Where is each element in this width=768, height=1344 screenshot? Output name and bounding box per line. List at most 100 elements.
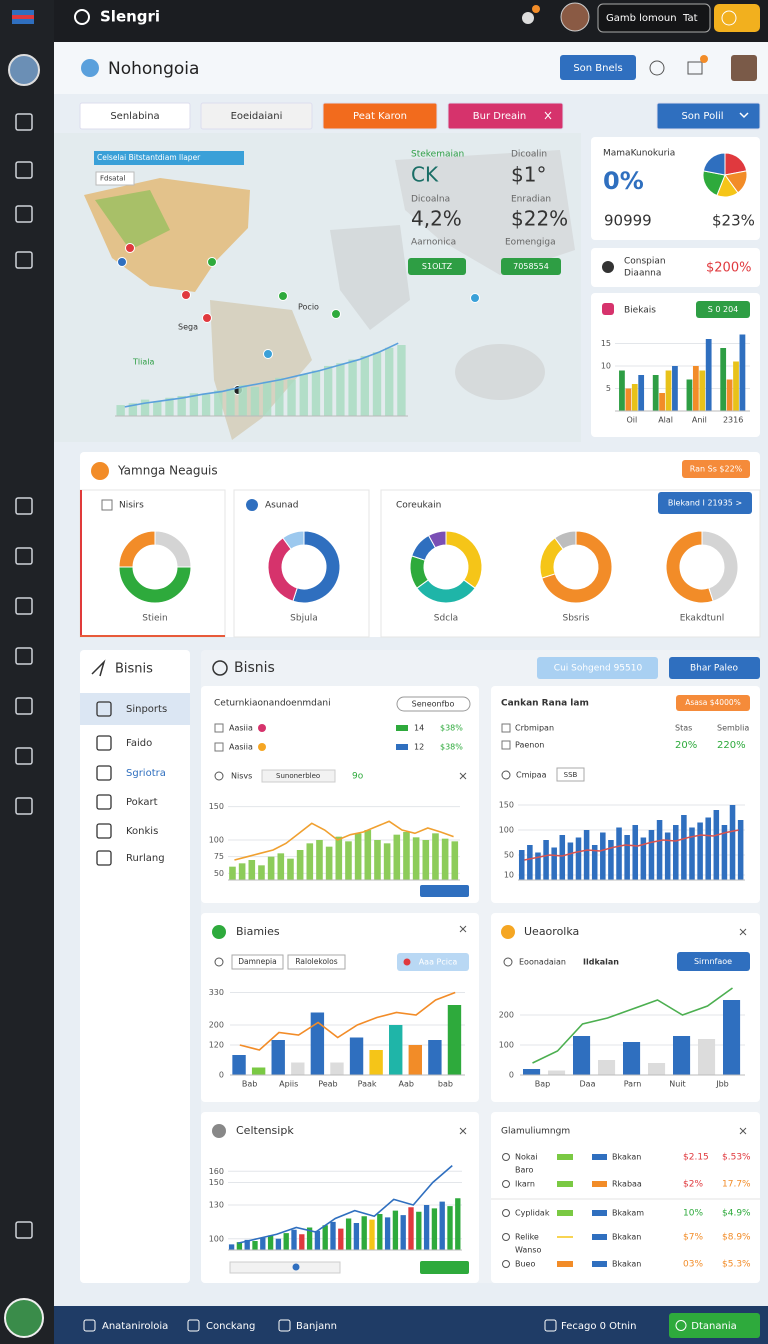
button[interactable] xyxy=(560,55,636,80)
badge-label: S 0 204 xyxy=(708,305,739,314)
line xyxy=(237,1165,453,1245)
nav-icon[interactable] xyxy=(15,547,33,565)
button[interactable] xyxy=(677,952,750,971)
nav-icon[interactable] xyxy=(15,205,33,223)
nav-icon[interactable] xyxy=(15,1221,33,1239)
nav-icon[interactable] xyxy=(15,797,33,815)
button[interactable] xyxy=(669,1313,760,1338)
y-tick-label: 100 xyxy=(209,1234,224,1243)
bar xyxy=(336,363,345,416)
y-tick-label: 330 xyxy=(209,988,224,997)
nav-icon[interactable] xyxy=(15,597,33,615)
nav-icon[interactable] xyxy=(15,497,33,515)
bar xyxy=(201,394,211,416)
pill-label: Seneonfbo xyxy=(412,700,455,709)
nav-item[interactable]: Sinports xyxy=(126,704,167,715)
button[interactable] xyxy=(537,657,658,679)
tab[interactable] xyxy=(447,102,564,130)
row-percent: $4.9% xyxy=(722,1209,751,1219)
bar xyxy=(591,845,598,880)
legend-bar xyxy=(557,1181,573,1187)
landmass xyxy=(395,150,575,275)
slice xyxy=(665,530,714,604)
y-tick-label: 150 xyxy=(209,802,224,811)
bottombar xyxy=(54,1306,768,1344)
bottom-item[interactable]: Conckang xyxy=(206,1321,255,1332)
button[interactable] xyxy=(397,953,469,971)
nav-item[interactable]: Faido xyxy=(126,738,152,749)
bar xyxy=(451,841,459,880)
nav-icon[interactable] xyxy=(15,161,33,179)
row-percent: 17.7% xyxy=(722,1180,751,1190)
bar xyxy=(267,1235,274,1250)
bar xyxy=(369,1219,375,1250)
filter-label: Fdsatal xyxy=(100,175,125,183)
bar xyxy=(422,840,430,880)
button[interactable] xyxy=(669,657,760,679)
pill[interactable] xyxy=(287,954,346,970)
nav-icon[interactable] xyxy=(15,697,33,715)
close-icon xyxy=(459,1127,467,1135)
bar xyxy=(232,1055,246,1075)
tab[interactable] xyxy=(322,102,438,130)
card xyxy=(201,1112,479,1283)
bar xyxy=(384,1217,391,1250)
tab-label: Eoeidaiani xyxy=(231,111,283,122)
bar xyxy=(567,842,574,880)
tab[interactable] xyxy=(656,102,761,130)
bar xyxy=(431,1208,438,1250)
icon xyxy=(502,1209,510,1217)
nav-item[interactable]: Rurlang xyxy=(126,853,165,864)
stat-label: Dicoalin xyxy=(511,150,547,160)
bottom-item[interactable]: Fecago 0 Otnin xyxy=(561,1321,636,1332)
line xyxy=(234,820,454,861)
pill[interactable] xyxy=(396,696,471,712)
tab[interactable] xyxy=(79,102,191,130)
nav-icon xyxy=(96,823,112,839)
icon xyxy=(214,771,224,781)
button[interactable] xyxy=(420,885,469,897)
pill-label: Damnepia xyxy=(238,957,277,966)
nav-icon xyxy=(96,701,112,717)
row-percent: $5.3% xyxy=(722,1260,751,1270)
nav-icon[interactable] xyxy=(15,747,33,765)
account-button[interactable] xyxy=(597,3,711,33)
bottom-item[interactable]: Anataniroloia xyxy=(102,1321,168,1332)
avatar xyxy=(731,55,757,81)
filter-count: 9o xyxy=(352,772,364,782)
button[interactable] xyxy=(658,492,752,514)
button[interactable] xyxy=(420,1261,469,1274)
nav-item[interactable]: Konkis xyxy=(126,826,158,837)
nav-item[interactable]: Pokart xyxy=(126,797,158,808)
icon xyxy=(503,957,513,967)
bar xyxy=(291,1229,297,1250)
y-tick-label: 100 xyxy=(499,1041,514,1050)
nav-icon xyxy=(96,735,112,751)
badge-label: Ran Ss $22% xyxy=(690,465,743,474)
tab-label: Bur Dreain xyxy=(473,111,526,122)
bar xyxy=(306,1227,313,1250)
bar xyxy=(739,334,746,411)
nav-icon[interactable] xyxy=(15,113,33,131)
bar xyxy=(439,1201,445,1250)
nav-item[interactable]: Sgriotra xyxy=(126,768,166,779)
card-label: Conspian xyxy=(624,257,666,267)
bottom-item[interactable]: Banjann xyxy=(296,1321,337,1332)
bar xyxy=(392,1210,399,1250)
legend-bar xyxy=(592,1210,607,1216)
slice xyxy=(427,530,447,549)
row-label: Bueo xyxy=(515,1260,535,1269)
pill[interactable] xyxy=(231,954,284,970)
legend-bar xyxy=(592,1261,607,1267)
coin-button[interactable] xyxy=(714,4,760,32)
tab[interactable] xyxy=(200,102,313,130)
nav-icon[interactable] xyxy=(15,647,33,665)
card-title: Celtensipk xyxy=(236,1124,294,1137)
slice xyxy=(118,530,156,568)
nav-icon[interactable] xyxy=(15,251,33,269)
bar xyxy=(349,1037,364,1075)
filter-value: Ildkalan xyxy=(583,958,619,967)
bar xyxy=(283,1233,289,1250)
bar xyxy=(559,835,566,880)
y-tick-label: 100 xyxy=(499,826,514,835)
